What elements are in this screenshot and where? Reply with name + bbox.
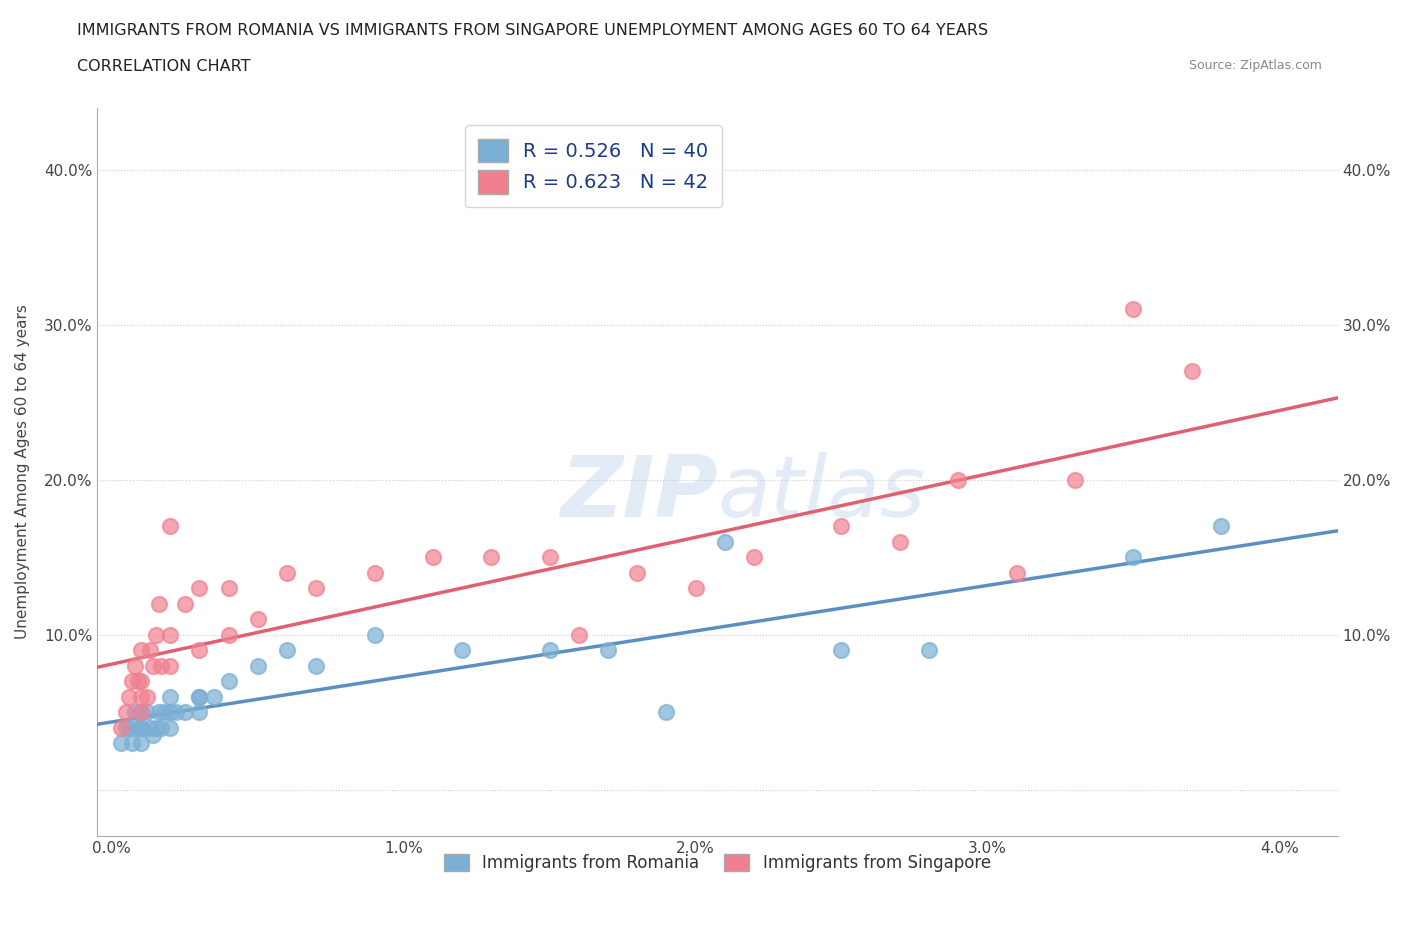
Point bbox=[918, 643, 941, 658]
Point bbox=[479, 550, 502, 565]
Point bbox=[110, 736, 132, 751]
Point bbox=[363, 627, 385, 642]
Point bbox=[159, 689, 181, 704]
Point bbox=[830, 643, 852, 658]
Point bbox=[148, 705, 170, 720]
Point bbox=[1181, 364, 1204, 379]
Point bbox=[121, 736, 143, 751]
Point bbox=[139, 643, 162, 658]
Point bbox=[276, 565, 298, 580]
Point bbox=[121, 673, 143, 688]
Point bbox=[246, 658, 269, 673]
Point bbox=[218, 673, 240, 688]
Point bbox=[218, 627, 240, 642]
Point bbox=[173, 705, 195, 720]
Point bbox=[148, 596, 170, 611]
Point bbox=[1122, 302, 1144, 317]
Point bbox=[159, 720, 181, 735]
Legend: Immigrants from Romania, Immigrants from Singapore: Immigrants from Romania, Immigrants from… bbox=[437, 847, 998, 879]
Point bbox=[188, 705, 211, 720]
Point bbox=[159, 627, 181, 642]
Point bbox=[188, 580, 211, 595]
Point bbox=[127, 673, 149, 688]
Point bbox=[159, 519, 181, 534]
Point bbox=[422, 550, 444, 565]
Point bbox=[596, 643, 619, 658]
Point bbox=[948, 472, 970, 487]
Point bbox=[246, 612, 269, 627]
Point bbox=[159, 658, 181, 673]
Point bbox=[115, 720, 138, 735]
Point bbox=[118, 720, 141, 735]
Point bbox=[129, 720, 152, 735]
Text: Source: ZipAtlas.com: Source: ZipAtlas.com bbox=[1188, 59, 1322, 72]
Point bbox=[150, 658, 173, 673]
Point bbox=[159, 705, 181, 720]
Point bbox=[451, 643, 474, 658]
Point bbox=[127, 720, 149, 735]
Point bbox=[538, 643, 561, 658]
Y-axis label: Unemployment Among Ages 60 to 64 years: Unemployment Among Ages 60 to 64 years bbox=[15, 304, 30, 640]
Point bbox=[1209, 519, 1232, 534]
Text: IMMIGRANTS FROM ROMANIA VS IMMIGRANTS FROM SINGAPORE UNEMPLOYMENT AMONG AGES 60 : IMMIGRANTS FROM ROMANIA VS IMMIGRANTS FR… bbox=[77, 23, 988, 38]
Point bbox=[188, 689, 211, 704]
Point bbox=[142, 728, 165, 743]
Point bbox=[188, 689, 211, 704]
Point bbox=[135, 689, 157, 704]
Point bbox=[538, 550, 561, 565]
Text: atlas: atlas bbox=[717, 452, 925, 536]
Point bbox=[202, 689, 225, 704]
Point bbox=[124, 658, 146, 673]
Point bbox=[129, 689, 152, 704]
Point bbox=[110, 720, 132, 735]
Point bbox=[129, 720, 152, 735]
Point bbox=[363, 565, 385, 580]
Point bbox=[1122, 550, 1144, 565]
Point bbox=[568, 627, 591, 642]
Point bbox=[188, 643, 211, 658]
Point bbox=[129, 673, 152, 688]
Point bbox=[115, 705, 138, 720]
Point bbox=[165, 705, 187, 720]
Point bbox=[153, 705, 176, 720]
Point bbox=[129, 705, 152, 720]
Point bbox=[124, 705, 146, 720]
Point bbox=[129, 643, 152, 658]
Point bbox=[150, 720, 173, 735]
Point bbox=[142, 658, 165, 673]
Point bbox=[655, 705, 678, 720]
Point bbox=[1064, 472, 1087, 487]
Point bbox=[713, 534, 735, 549]
Point bbox=[830, 519, 852, 534]
Point bbox=[173, 596, 195, 611]
Text: ZIP: ZIP bbox=[560, 452, 717, 536]
Point bbox=[305, 658, 328, 673]
Point bbox=[129, 705, 152, 720]
Point bbox=[145, 720, 167, 735]
Point bbox=[218, 580, 240, 595]
Point bbox=[118, 689, 141, 704]
Point bbox=[145, 627, 167, 642]
Text: CORRELATION CHART: CORRELATION CHART bbox=[77, 59, 250, 73]
Point bbox=[139, 720, 162, 735]
Point bbox=[1005, 565, 1028, 580]
Point bbox=[276, 643, 298, 658]
Point bbox=[742, 550, 765, 565]
Point bbox=[305, 580, 328, 595]
Point bbox=[889, 534, 911, 549]
Point bbox=[685, 580, 707, 595]
Point bbox=[626, 565, 648, 580]
Point bbox=[129, 736, 152, 751]
Point bbox=[135, 705, 157, 720]
